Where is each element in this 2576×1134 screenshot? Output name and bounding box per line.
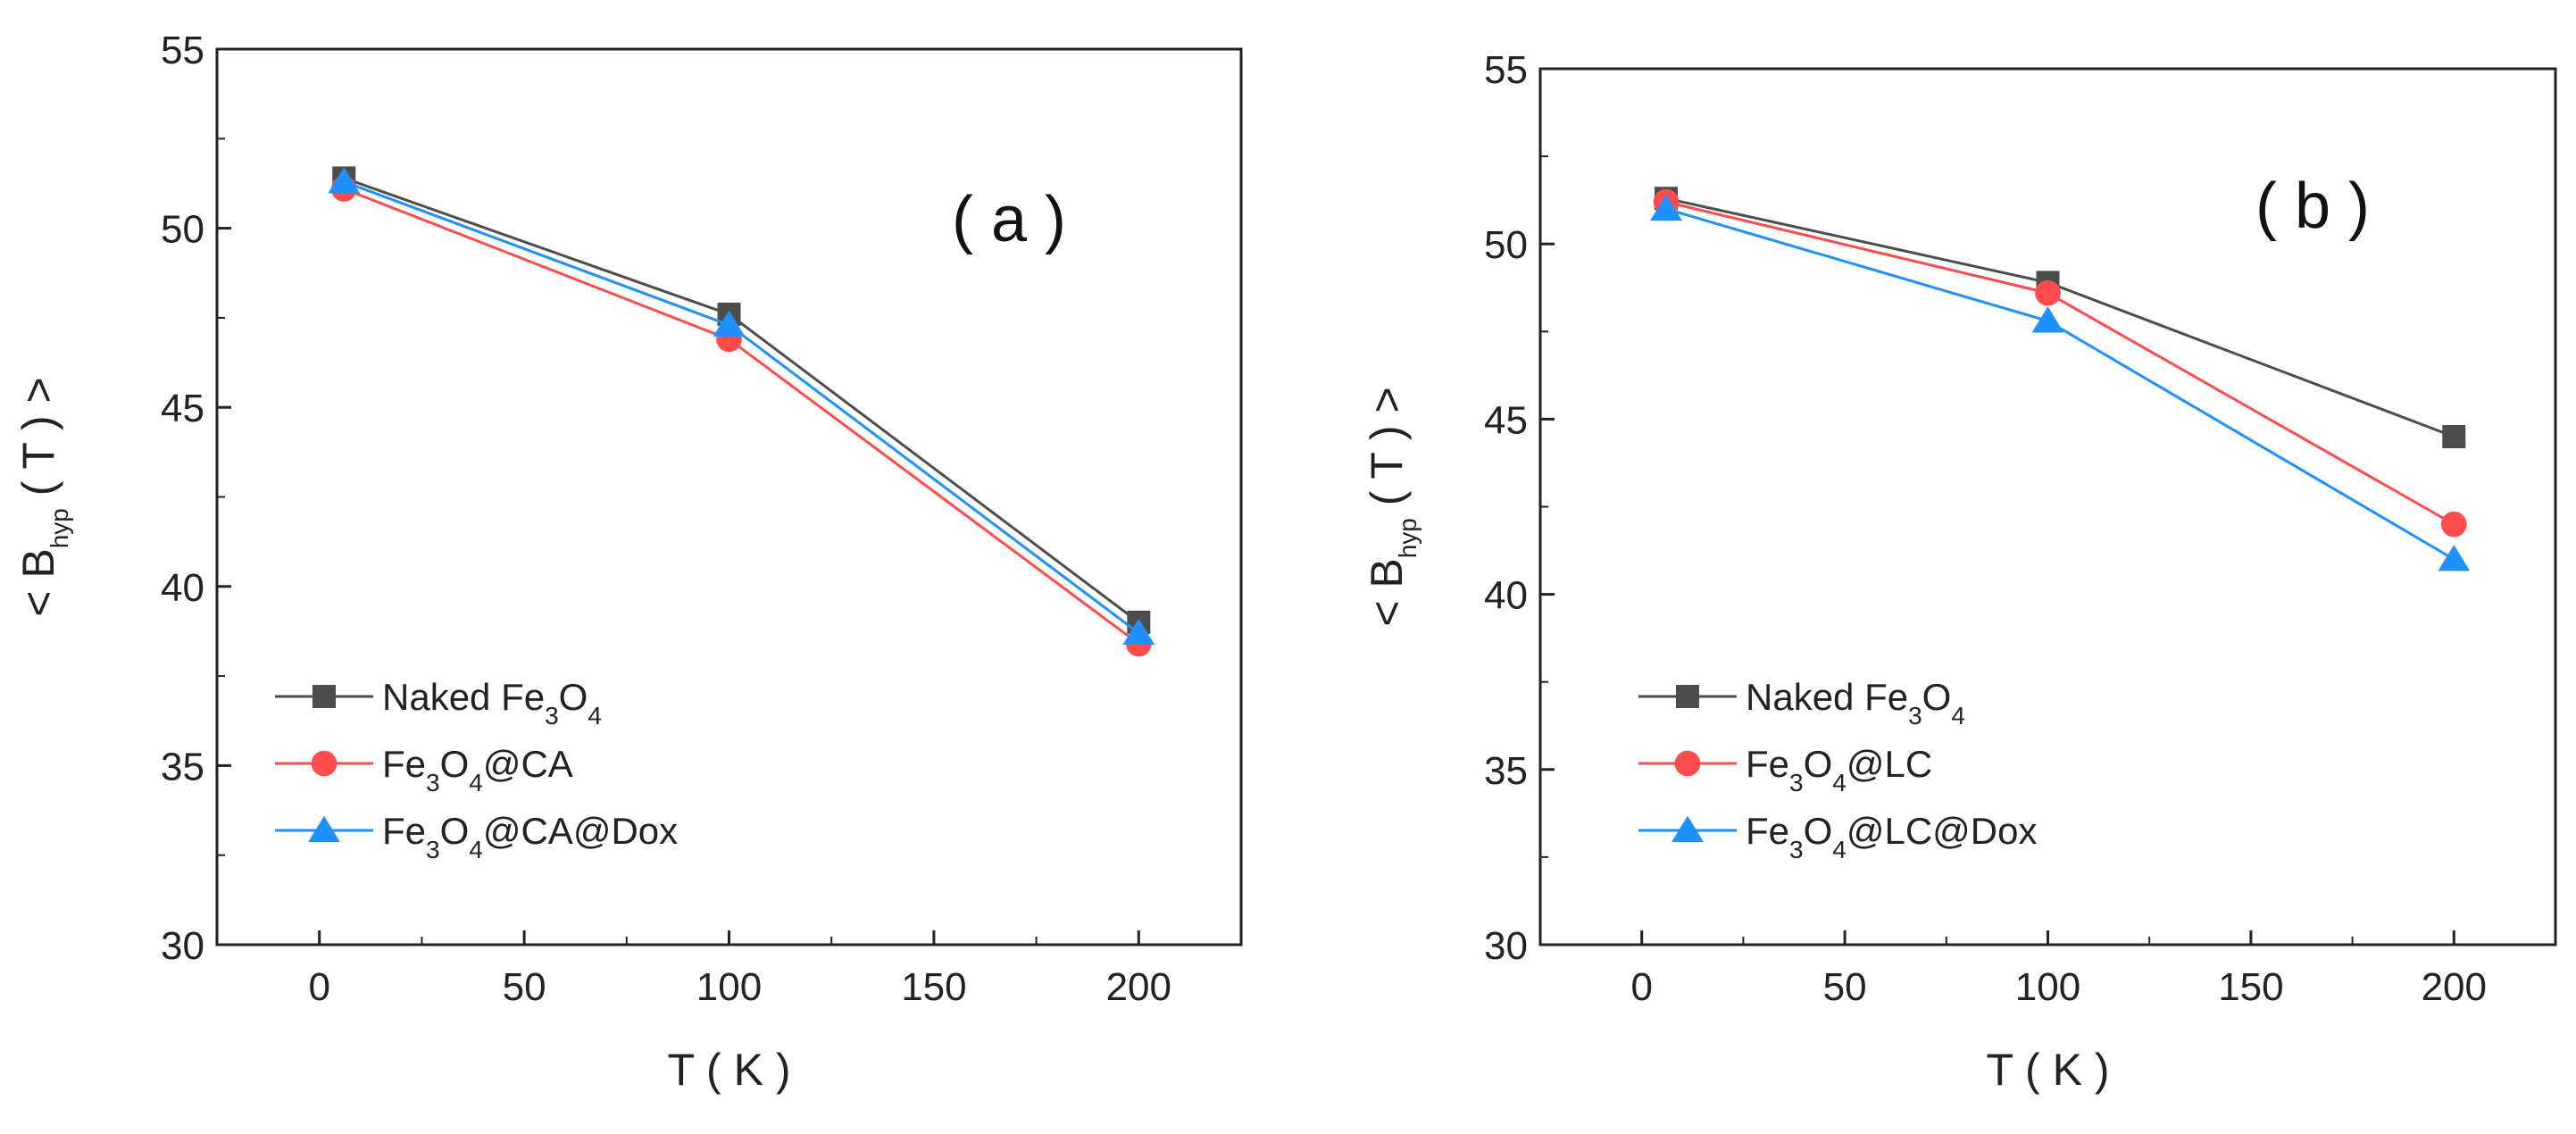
legend-marker [1676,685,1699,708]
legend-label: Fe3O4@CA@Dox [382,810,678,863]
x-axis-title: T ( K ) [668,1045,791,1095]
data-point [2035,279,2061,306]
legend-label: Fe3O4@LC@Dox [1746,810,2038,863]
legend-label: Fe3O4@LC [1746,743,1932,796]
x-tick-label: 150 [901,965,966,1009]
y-axis-title: < Bhyp ( T ) > [1362,387,1421,626]
y-tick-label: 45 [161,387,204,430]
series-line-1 [1665,200,2455,526]
y-tick-label: 40 [161,566,204,610]
legend-label: Fe3O4@CA [382,743,573,796]
chart-panel-b: 0 50 100 150 200 30 35 40 45 50 55 T ( K ) < Bhyp ( … [1362,48,2557,1095]
legend-marker [311,750,338,777]
chart-panel-a: 0 50 100 150 200 30 35 40 45 50 55 T ( K ) < Bhyp ( … [13,29,1243,1095]
y-tick-label: 40 [1484,574,1528,618]
panel-label: ( a ) [952,184,1066,255]
x-tick-label: 150 [2218,965,2283,1009]
data-point [713,310,746,337]
y-tick-label: 35 [1484,749,1528,793]
x-tick-label: 100 [2015,965,2080,1009]
x-tick-label: 200 [2422,965,2487,1009]
legend-marker [1674,750,1701,777]
y-tick-label: 50 [161,208,204,252]
legend-marker [313,685,336,708]
plot-frame [1538,67,2557,946]
x-tick-label: 50 [503,965,546,1009]
series-line-2 [1665,207,2455,561]
legend-marker [308,815,340,842]
legend-label: Naked Fe3O4 [1746,676,1965,730]
data-point [328,167,361,194]
data-point [1650,194,1682,221]
x-tick-label: 50 [1823,965,1867,1009]
y-tick-label: 30 [1484,924,1528,968]
legend-marker [1671,815,1704,842]
x-axis-title: T ( K ) [1987,1045,2110,1095]
data-point [2438,545,2471,571]
y-tick-label: 35 [161,745,204,788]
x-tick-label: 100 [696,965,762,1009]
data-point [2441,511,2467,538]
x-tick-label: 0 [1630,965,1652,1009]
plot-frame [215,47,1243,946]
y-tick-label: 30 [161,924,204,968]
panel-label: ( b ) [2255,171,2370,242]
legend-label: Naked Fe3O4 [382,676,602,730]
data-point [2031,306,2064,333]
y-tick-label: 45 [1484,398,1528,442]
data-point [2442,425,2466,449]
x-tick-label: 200 [1106,965,1171,1009]
data-point [1122,618,1155,645]
series-line-1 [343,188,1140,646]
y-axis-title: < Bhyp ( T ) > [13,377,73,616]
y-tick-label: 55 [1484,48,1528,92]
y-tick-label: 50 [1484,223,1528,267]
x-tick-label: 0 [308,965,329,1009]
y-tick-label: 55 [161,29,204,72]
